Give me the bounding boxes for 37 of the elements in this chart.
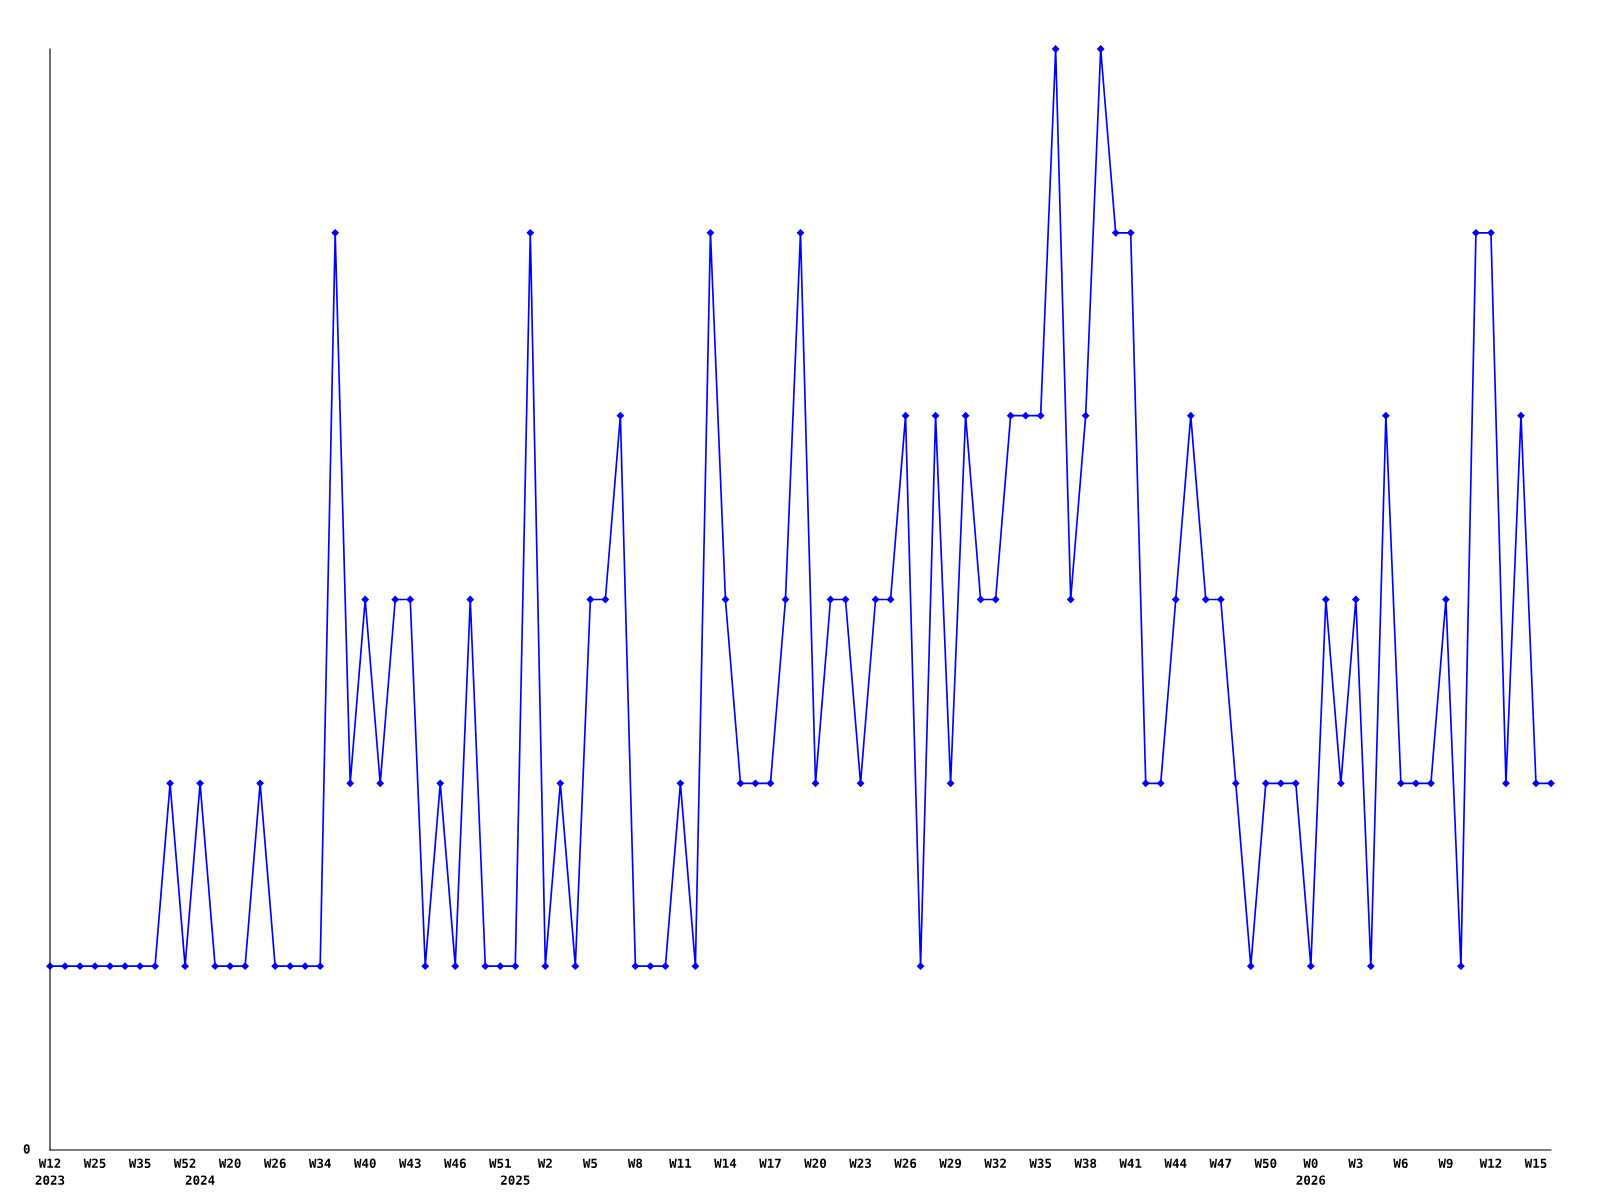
x-tick-label: W20 xyxy=(804,1158,827,1169)
text: 0 xyxy=(23,1144,30,1154)
x-tick-label: 2024 xyxy=(185,1175,215,1185)
x-tick-label: W29 xyxy=(939,1158,962,1169)
x-tick-label: W5 xyxy=(582,1158,598,1169)
x-tick-label: W8 xyxy=(627,1158,643,1169)
x-tick-label: W6 xyxy=(1393,1158,1408,1169)
x-tick-label: W34 xyxy=(308,1158,331,1169)
x-tick-label: W43 xyxy=(398,1158,421,1169)
x-tick-label: W0 2026 xyxy=(1296,1158,1326,1185)
x-tick-label: W52 xyxy=(173,1158,196,1169)
x-tick-label: W2 xyxy=(537,1158,552,1168)
x-tick-label: W35 xyxy=(1029,1158,1052,1169)
x-tick-label: W23 xyxy=(849,1158,872,1169)
x-tick-label: W14 xyxy=(714,1158,737,1168)
x-tick-label: W11 xyxy=(669,1158,692,1168)
x-tick-label: W26 xyxy=(263,1158,286,1169)
x-tick-label: W20 xyxy=(218,1158,241,1169)
x-tick-label: W12 xyxy=(1479,1158,1502,1168)
x-tick-label: W25 xyxy=(83,1158,106,1169)
x-tick-label: W51 xyxy=(489,1158,511,1169)
x-tick-label: W40 xyxy=(353,1158,376,1169)
x-tick-label: W26 xyxy=(894,1158,917,1169)
x-tick-label: W35 xyxy=(128,1158,151,1169)
x-tick-label: W46 xyxy=(443,1158,466,1169)
x-tick-label: W12 2023 xyxy=(35,1158,65,1185)
x-tick-label: 2025 xyxy=(500,1175,530,1185)
x-tick-label: W50 xyxy=(1254,1158,1277,1169)
x-tick-label: W9 xyxy=(1438,1158,1453,1169)
x-tick-label: W41 xyxy=(1119,1158,1142,1168)
x-tick-label: W32 xyxy=(984,1158,1006,1169)
x-tick-label: W44 xyxy=(1164,1158,1187,1168)
x-tick-label: W17 xyxy=(759,1158,781,1168)
x-tick-label: W15 xyxy=(1524,1158,1547,1169)
x-tick-label: W3 xyxy=(1348,1158,1363,1169)
x-tick-label: W47 xyxy=(1209,1158,1232,1168)
x-tick-label: W38 xyxy=(1074,1158,1097,1169)
